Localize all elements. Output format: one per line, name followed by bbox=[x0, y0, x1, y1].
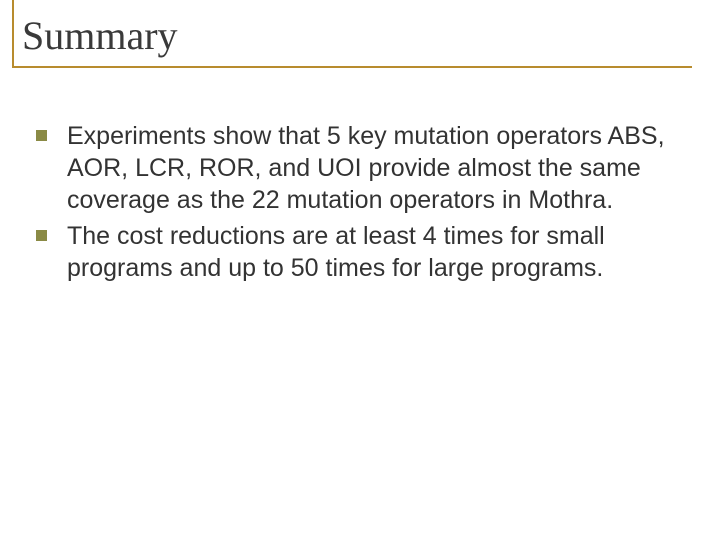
square-bullet-icon bbox=[36, 130, 47, 141]
list-item: Experiments show that 5 key mutation ope… bbox=[36, 120, 676, 216]
bullet-text: The cost reductions are at least 4 times… bbox=[67, 220, 676, 284]
slide-title: Summary bbox=[22, 14, 692, 58]
bullet-text: Experiments show that 5 key mutation ope… bbox=[67, 120, 676, 216]
title-container: Summary bbox=[12, 0, 692, 68]
slide: Summary Experiments show that 5 key muta… bbox=[0, 0, 720, 540]
square-bullet-icon bbox=[36, 230, 47, 241]
list-item: The cost reductions are at least 4 times… bbox=[36, 220, 676, 284]
content-area: Experiments show that 5 key mutation ope… bbox=[36, 120, 676, 288]
